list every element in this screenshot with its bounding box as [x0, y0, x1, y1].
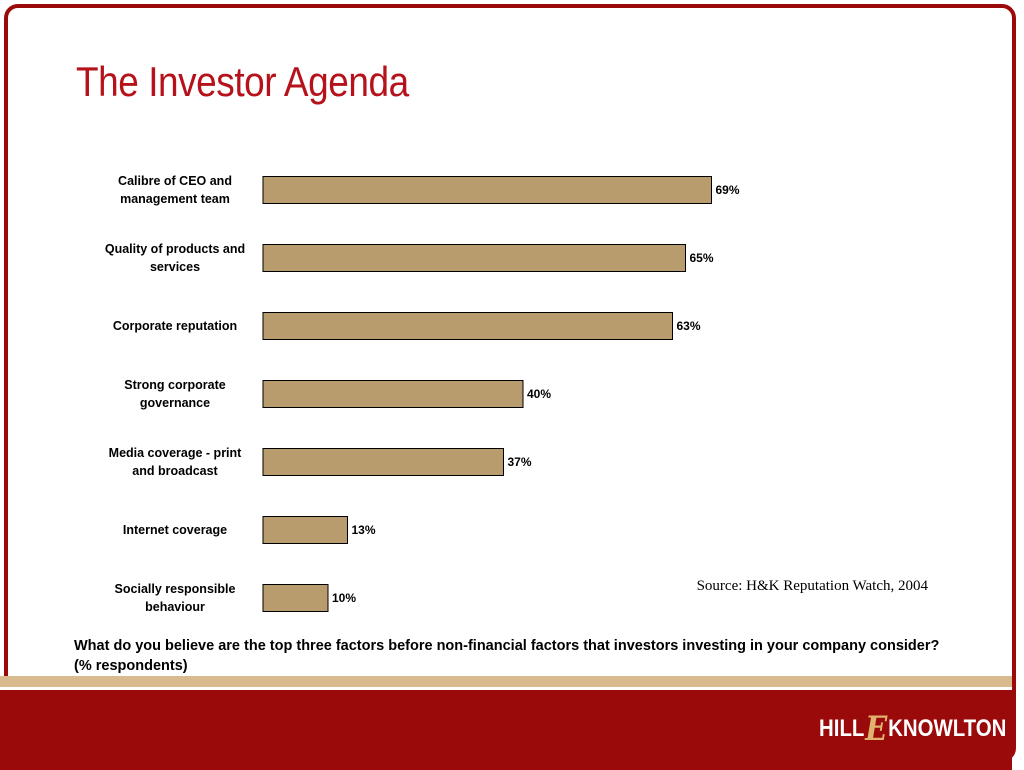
value-label-6: 10%: [332, 591, 356, 605]
bar-4: [262, 448, 504, 476]
footer-stripe: [0, 676, 1012, 687]
bar-2: [262, 312, 673, 340]
category-labels: Calibre of CEO and management team Quality…: [105, 174, 245, 614]
category-label-0: Calibre of CEO and management team: [118, 174, 232, 206]
value-labels: 69% 65% 63% 40% 37% 13% 10%: [332, 183, 740, 605]
value-label-2: 63%: [677, 319, 701, 333]
category-label-1: Quality of products and services: [105, 242, 245, 274]
bars: [262, 176, 712, 612]
footer-divider: [0, 687, 1012, 690]
value-label-1: 65%: [690, 251, 714, 265]
value-label-5: 13%: [352, 523, 376, 537]
logo-text-hill: HILL: [818, 715, 865, 742]
bar-6: [262, 584, 329, 612]
bar-5: [262, 516, 348, 544]
bar-3: [262, 380, 524, 408]
bar-0: [262, 176, 712, 204]
survey-question: What do you believe are the top three fa…: [74, 638, 940, 674]
category-label-2: Corporate reputation: [113, 319, 237, 333]
page-title: The Investor Agenda: [76, 58, 409, 105]
logo-text-knowlton: KNOWLTON: [887, 715, 1006, 742]
category-label-4: Media coverage - print and broadcast: [109, 446, 243, 478]
value-label-4: 37%: [508, 455, 532, 469]
source-note: Source: H&K Reputation Watch, 2004: [696, 578, 928, 594]
value-label-3: 40%: [527, 387, 551, 401]
bar-1: [262, 244, 686, 272]
footer-band: [0, 690, 1012, 770]
logo-e-mark: E: [864, 709, 887, 749]
category-label-5: Internet coverage: [123, 523, 227, 537]
category-label-6: Socially responsible behaviour: [115, 582, 236, 614]
bar-chart: Calibre of CEO and management team Quality…: [105, 174, 740, 614]
value-label-0: 69%: [716, 183, 740, 197]
brand-logo: HILL E KNOWLTON: [818, 709, 1006, 749]
category-label-3: Strong corporate governance: [124, 378, 225, 410]
